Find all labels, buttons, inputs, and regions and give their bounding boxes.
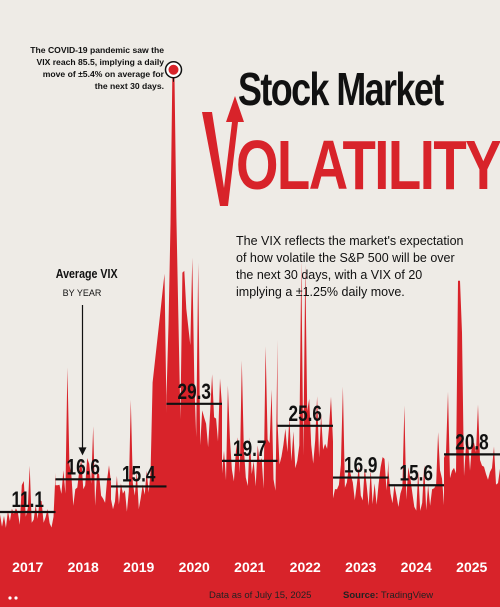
average-arrow-head <box>78 447 87 456</box>
average-label-2022: 25.6 <box>289 402 322 427</box>
average-label-2024: 15.6 <box>400 461 433 486</box>
title-v-arrow-icon <box>202 96 244 206</box>
year-label-2021: 2021 <box>234 559 265 575</box>
average-label-2018: 16.6 <box>67 455 100 480</box>
peak-marker-layer <box>164 61 183 82</box>
by-year-label: BY YEAR <box>62 288 102 298</box>
year-axis-layer: 2017 2018 2019 2020 2021 2022 2023 2024 2025 <box>12 559 487 575</box>
title-line-2: OLATILITY <box>236 126 500 204</box>
average-label-2023: 16.9 <box>344 454 377 479</box>
source-value: TradingView <box>380 590 434 601</box>
peak-marker-dot <box>168 64 179 75</box>
year-label-2018: 2018 <box>68 559 99 575</box>
covid-annotation: The COVID-19 pandemic saw the VIX reach … <box>30 45 164 91</box>
year-label-2025: 2025 <box>456 559 487 575</box>
year-label-2023: 2023 <box>345 559 376 575</box>
yearly-average-layer <box>0 402 500 514</box>
year-label-2020: 2020 <box>179 559 210 575</box>
vix-area <box>0 69 500 579</box>
title-line-1: Stock Market <box>238 63 444 115</box>
year-label-2022: 2022 <box>290 559 321 575</box>
source-credit: Source: TradingView <box>343 590 433 601</box>
year-label-2024: 2024 <box>401 559 432 575</box>
description: The VIX reflects the market's expectatio… <box>236 234 464 299</box>
average-label-2019: 15.4 <box>122 462 155 487</box>
year-band <box>0 578 500 607</box>
average-label-2025: 20.8 <box>455 430 488 455</box>
average-vix-label: Average VIX <box>55 266 118 281</box>
vix-area-layer <box>0 69 500 607</box>
year-label-2017: 2017 <box>12 559 43 575</box>
average-label-2020: 29.3 <box>178 380 211 405</box>
logo-icon <box>5 594 21 602</box>
average-label-2021: 19.7 <box>233 437 266 462</box>
data-date-note: Data as of July 15, 2025 <box>209 590 312 601</box>
average-arrow-layer <box>78 305 87 456</box>
average-label-2017: 11.1 <box>12 488 44 513</box>
average-label-layer: 11.1 16.6 15.4 29.3 19.7 25.6 16.9 15.6 20.8 <box>12 380 489 513</box>
year-label-2019: 2019 <box>123 559 154 575</box>
source-label: Source: <box>343 590 379 601</box>
